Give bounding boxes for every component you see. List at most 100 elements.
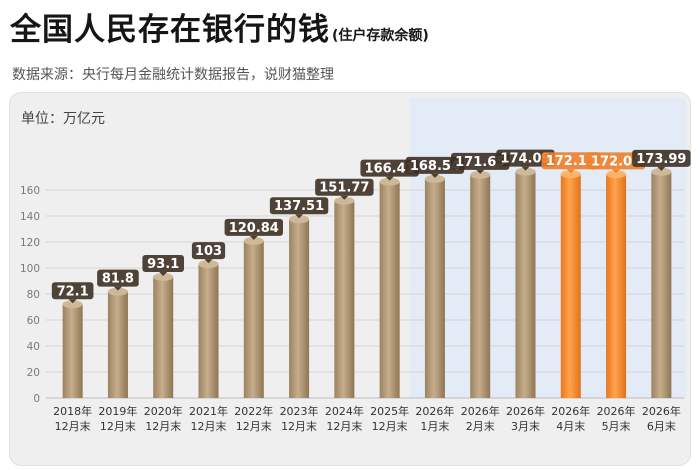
x-tick-label-month: 12月末 <box>55 419 91 433</box>
y-tick-label: 140 <box>20 211 40 223</box>
bar-cap <box>424 174 445 183</box>
x-tick-label-month: 12月末 <box>191 419 227 433</box>
value-label-box <box>224 218 283 236</box>
value-label-pointer <box>521 166 530 171</box>
value-label: 172.04 <box>591 154 641 169</box>
y-tick-label: 60 <box>27 315 40 327</box>
value-label: 171.65 <box>455 155 505 170</box>
value-label: 103 <box>195 244 222 259</box>
highlight-band <box>410 98 687 398</box>
value-label-pointer <box>612 169 621 174</box>
value-label-box <box>496 149 555 167</box>
value-label-box <box>541 152 600 170</box>
x-tick-label-month: 3月末 <box>511 419 540 433</box>
bar <box>334 200 355 398</box>
bar <box>289 219 310 398</box>
value-label-pointer <box>204 259 213 264</box>
x-tick-label-year: 2024年 <box>325 404 364 418</box>
chart-title: 全国人民存在银行的钱 <box>10 12 330 48</box>
bar <box>560 174 581 398</box>
value-label-box <box>191 242 226 260</box>
value-label: 173.99 <box>636 152 686 167</box>
x-tick-label-month: 12月末 <box>326 419 362 433</box>
bar-cap <box>62 300 83 309</box>
bar-cap <box>334 196 355 205</box>
y-tick-label: 20 <box>27 367 40 379</box>
value-label-pointer <box>566 169 575 174</box>
bar-cap <box>515 167 536 176</box>
x-tick-label-month: 5月末 <box>602 419 631 433</box>
title-row: 全国人民存在银行的钱 (住户存款余额) <box>10 4 429 49</box>
value-label: 72.1 <box>57 284 89 299</box>
x-tick-label-year: 2026年 <box>597 404 636 418</box>
y-tick-label: 0 <box>33 393 40 405</box>
bar <box>62 304 83 398</box>
x-tick-label-month: 12月末 <box>236 419 272 433</box>
bar-cap <box>243 236 264 245</box>
unit-label: 单位：万亿元 <box>21 111 105 127</box>
bar <box>153 276 174 398</box>
bar <box>606 174 627 398</box>
value-label-pointer <box>68 299 77 304</box>
value-label: 81.8 <box>102 272 134 287</box>
bar <box>198 264 219 398</box>
value-label-pointer <box>159 271 168 276</box>
x-tick-label-year: 2026年 <box>642 404 681 418</box>
x-tick-label-year: 2022年 <box>234 404 273 418</box>
y-tick-label: 100 <box>20 263 40 275</box>
x-tick-label-month: 12月末 <box>100 419 136 433</box>
x-tick-label-month: 12月末 <box>145 419 181 433</box>
value-label-box <box>51 282 94 300</box>
x-tick-label-month: 1月末 <box>420 419 449 433</box>
bar <box>470 174 491 398</box>
x-tick-label-year: 2020年 <box>144 404 183 418</box>
x-tick-label-year: 2026年 <box>506 404 545 418</box>
x-tick-label-month: 12月末 <box>281 419 317 433</box>
value-label: 174.09 <box>500 152 550 167</box>
value-label: 151.77 <box>319 181 369 196</box>
x-tick-label-year: 2023年 <box>280 404 319 418</box>
y-tick-label: 120 <box>20 237 40 249</box>
x-tick-label-year: 2025年 <box>370 404 409 418</box>
value-label-pointer <box>657 166 666 171</box>
value-label-box <box>632 149 691 167</box>
bar-cap <box>606 170 627 179</box>
x-tick-label-month: 12月末 <box>372 419 408 433</box>
y-tick-label: 80 <box>27 289 40 301</box>
x-tick-label-year: 2019年 <box>98 404 137 418</box>
value-label: 93.1 <box>147 257 179 272</box>
bar-cap <box>107 287 128 296</box>
value-label: 172.15 <box>546 154 596 169</box>
value-label-pointer <box>249 235 258 240</box>
value-label: 137.51 <box>274 199 324 214</box>
bar <box>651 171 672 398</box>
value-label-box <box>315 178 374 196</box>
value-label-pointer <box>385 176 394 181</box>
value-label: 168.54 <box>410 159 460 174</box>
x-tick-label-year: 2026年 <box>461 404 500 418</box>
x-tick-label-year: 2021年 <box>189 404 228 418</box>
value-label-pointer <box>430 173 439 178</box>
value-label-box <box>97 269 139 287</box>
value-label-box <box>269 197 329 215</box>
bar-cap <box>470 170 491 179</box>
x-tick-label-month: 2月末 <box>466 419 495 433</box>
bar <box>424 178 445 398</box>
data-source: 数据来源：央行每月金融统计数据报告，说财猫整理 <box>12 67 334 83</box>
bar <box>379 181 400 398</box>
value-label-pointer <box>476 169 485 174</box>
value-label-box <box>451 152 510 170</box>
bar-cap <box>153 272 174 281</box>
x-tick-label-month: 6月末 <box>647 419 676 433</box>
value-label-pointer <box>340 195 349 200</box>
bar-cap <box>289 215 310 224</box>
bar <box>107 291 128 398</box>
y-tick-label: 40 <box>27 341 40 353</box>
value-label-box <box>142 254 185 272</box>
value-label-box <box>360 159 419 177</box>
bar <box>515 171 536 398</box>
value-label: 120.84 <box>229 221 279 236</box>
bar-cap <box>560 170 581 179</box>
